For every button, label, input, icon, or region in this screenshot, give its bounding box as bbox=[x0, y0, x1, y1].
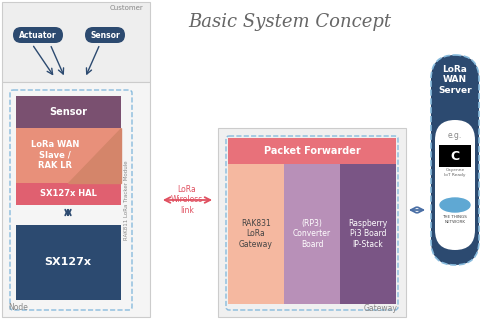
Text: Basic System Concept: Basic System Concept bbox=[189, 13, 392, 31]
FancyBboxPatch shape bbox=[431, 55, 479, 265]
FancyBboxPatch shape bbox=[218, 128, 406, 317]
FancyBboxPatch shape bbox=[439, 145, 471, 167]
Text: Cayenne
IoT Ready: Cayenne IoT Ready bbox=[444, 168, 466, 177]
FancyBboxPatch shape bbox=[16, 225, 121, 300]
Text: Node: Node bbox=[8, 303, 28, 312]
FancyBboxPatch shape bbox=[16, 183, 121, 205]
Text: e.g.: e.g. bbox=[448, 130, 462, 140]
Text: C: C bbox=[450, 150, 459, 162]
FancyBboxPatch shape bbox=[16, 96, 121, 128]
Text: Sensor: Sensor bbox=[49, 107, 87, 117]
Text: Packet Forwarder: Packet Forwarder bbox=[264, 146, 360, 156]
Ellipse shape bbox=[440, 198, 470, 212]
Text: (RP3)
Converter
Board: (RP3) Converter Board bbox=[293, 219, 331, 249]
FancyBboxPatch shape bbox=[228, 138, 396, 164]
FancyBboxPatch shape bbox=[16, 128, 121, 183]
Text: RAK831
LoRa
Gateway: RAK831 LoRa Gateway bbox=[239, 219, 273, 249]
FancyBboxPatch shape bbox=[435, 120, 475, 250]
Text: Raspberry
Pi3 Board
IP-Stack: Raspberry Pi3 Board IP-Stack bbox=[348, 219, 388, 249]
Text: THE THINGS
NETWORK: THE THINGS NETWORK bbox=[443, 215, 468, 224]
Text: Sensor: Sensor bbox=[90, 30, 120, 39]
FancyBboxPatch shape bbox=[85, 27, 125, 43]
FancyBboxPatch shape bbox=[13, 27, 63, 43]
FancyBboxPatch shape bbox=[340, 164, 396, 304]
Text: RAK811 LoRa Tracker Module: RAK811 LoRa Tracker Module bbox=[124, 160, 130, 240]
Text: Gateway: Gateway bbox=[364, 304, 398, 313]
FancyBboxPatch shape bbox=[284, 164, 340, 304]
FancyBboxPatch shape bbox=[2, 2, 150, 82]
FancyBboxPatch shape bbox=[228, 164, 284, 304]
FancyBboxPatch shape bbox=[2, 82, 150, 317]
Text: SX127x HAL: SX127x HAL bbox=[39, 190, 96, 199]
Text: LoRa WAN
Slave /
RAK LR: LoRa WAN Slave / RAK LR bbox=[31, 140, 79, 170]
Text: Customer: Customer bbox=[109, 5, 143, 11]
Polygon shape bbox=[68, 128, 121, 183]
Text: SX127x: SX127x bbox=[45, 257, 92, 267]
Text: Actuator: Actuator bbox=[19, 30, 57, 39]
Text: LoRa
WAN
Server: LoRa WAN Server bbox=[438, 65, 472, 95]
Text: LoRa
Wireless
link: LoRa Wireless link bbox=[171, 185, 203, 215]
